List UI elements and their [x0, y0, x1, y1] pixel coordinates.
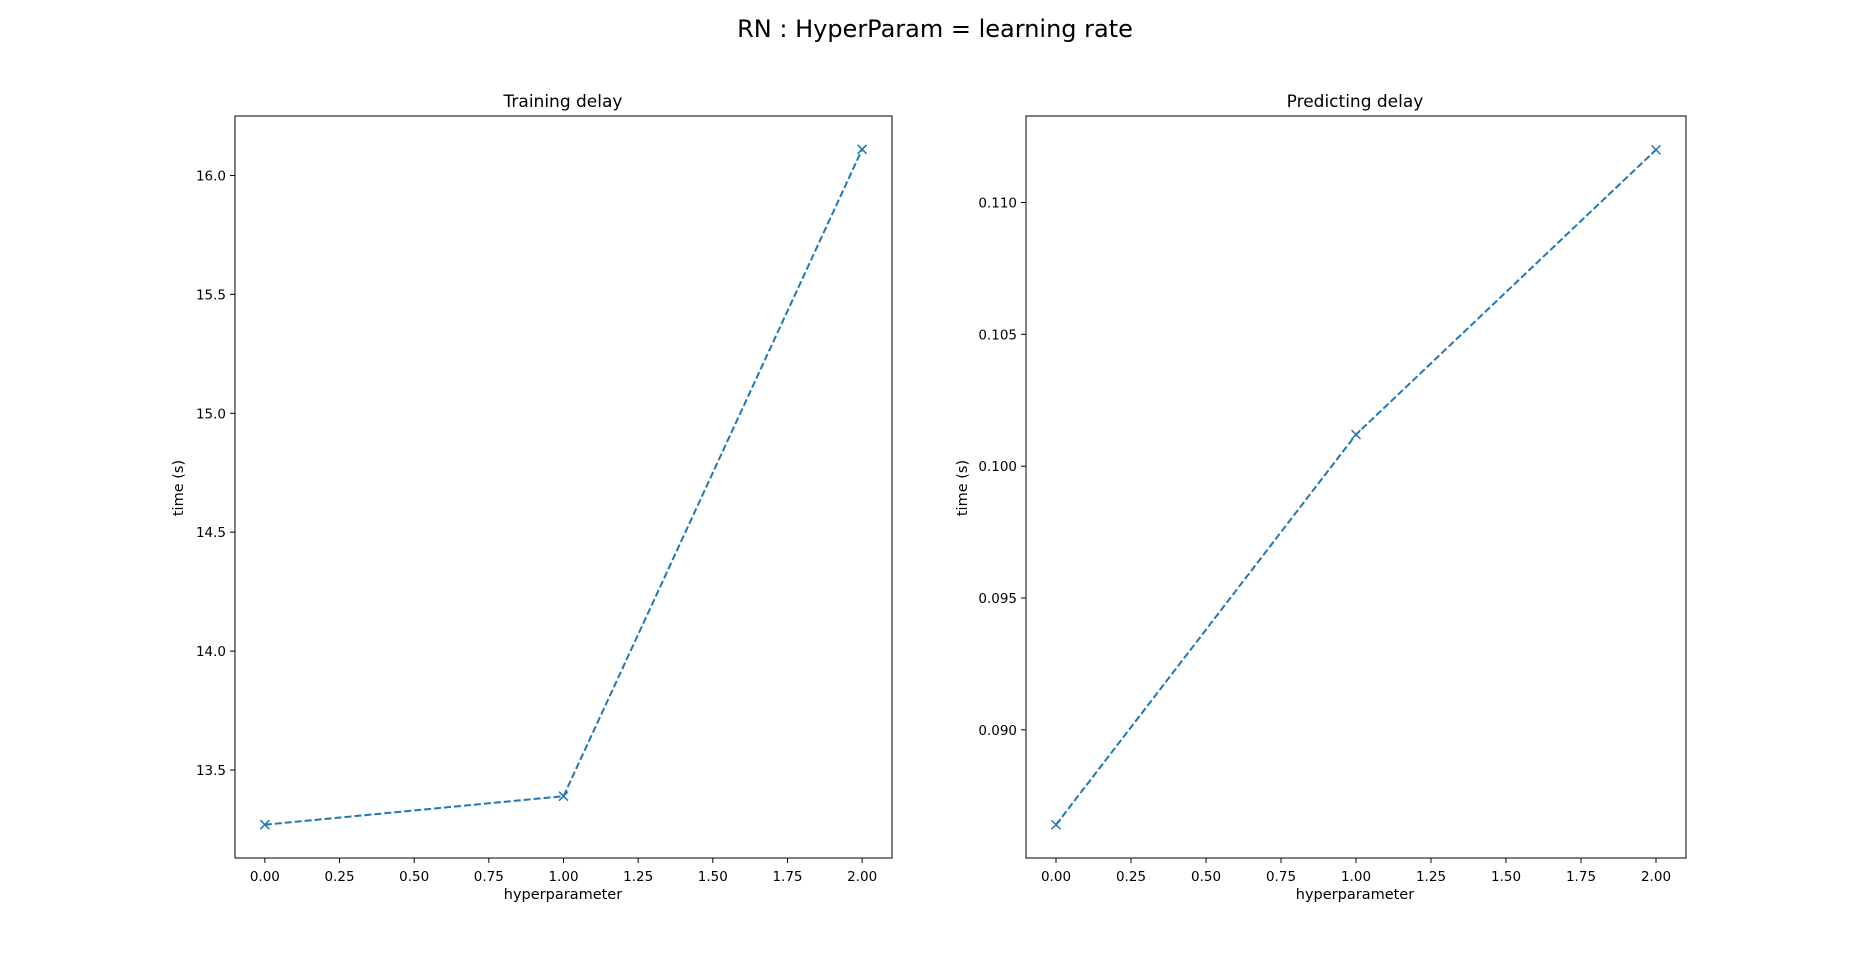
data-point-marker: [1350, 429, 1362, 440]
x-tick-label: 1.75: [1566, 869, 1596, 885]
axes-predicting-delay: Predicting delay hyperparameter time (s)…: [955, 92, 1687, 903]
x-tick-label: 0.50: [399, 869, 429, 885]
x-axis-label-training-delay: hyperparameter: [504, 887, 622, 903]
x-tick-label: 0.00: [250, 869, 280, 885]
x-tick-label: 1.25: [1416, 869, 1446, 885]
y-tick-label: 0.105: [978, 327, 1017, 343]
x-tick-label: 1.75: [772, 869, 802, 885]
plot-frame-training-delay: [234, 115, 893, 859]
y-tick-label: 15.0: [196, 406, 226, 422]
y-tick-label: 14.0: [196, 644, 226, 660]
figure-suptitle: RN : HyperParam = learning rate: [737, 15, 1133, 43]
y-tick-label: 0.090: [978, 723, 1017, 739]
x-tick-label: 1.00: [548, 869, 578, 885]
series-predicting-delay: [1050, 144, 1662, 830]
y-tick-label: 0.100: [978, 459, 1017, 475]
data-point-marker: [1650, 144, 1662, 155]
y-axis-label-training-delay: time (s): [171, 460, 187, 516]
data-point-marker: [857, 144, 868, 155]
x-tick-label: 0.00: [1041, 869, 1071, 885]
ticks-predicting-delay: 0.00 0.25 0.50 0.75 1.00 1.25 1.50 1.75 2.00 0.09…: [978, 195, 1671, 885]
y-tick-label: 14.5: [196, 525, 226, 541]
y-tick-label: 16.0: [196, 168, 226, 184]
data-point-marker: [1050, 819, 1062, 830]
x-tick-label: 0.25: [324, 869, 354, 885]
ticks-training-delay: 0.00 0.25 0.50 0.75 1.00 1.25 1.50 1.75 2.00 13.5…: [196, 168, 877, 885]
y-tick-label: 0.110: [978, 195, 1017, 211]
series-training-delay: [259, 144, 868, 830]
x-tick-label: 0.75: [474, 869, 504, 885]
x-tick-label: 1.00: [1341, 869, 1371, 885]
x-tick-label: 1.25: [623, 869, 653, 885]
x-tick-label: 0.75: [1266, 869, 1296, 885]
x-tick-label: 2.00: [1641, 869, 1671, 885]
plot-frame-predicting-delay: [1025, 115, 1687, 859]
x-axis-label-predicting-delay: hyperparameter: [1296, 887, 1414, 903]
data-point-marker: [259, 819, 270, 830]
y-tick-label: 13.5: [196, 763, 226, 779]
axes-title-predicting-delay: Predicting delay: [1287, 92, 1424, 112]
axes-title-training-delay: Training delay: [503, 92, 623, 112]
x-tick-label: 0.50: [1191, 869, 1221, 885]
data-point-marker: [558, 791, 569, 802]
x-tick-label: 2.00: [847, 869, 877, 885]
x-tick-label: 0.25: [1116, 869, 1146, 885]
x-tick-label: 1.50: [1491, 869, 1521, 885]
y-tick-label: 15.5: [196, 287, 226, 303]
axes-training-delay: Training delay hyperparameter time (s) 0…: [171, 92, 893, 903]
x-tick-label: 1.50: [698, 869, 728, 885]
y-axis-label-predicting-delay: time (s): [955, 460, 971, 516]
series-line: [264, 148, 864, 826]
y-tick-label: 0.095: [978, 591, 1017, 607]
series-line: [1055, 149, 1657, 826]
